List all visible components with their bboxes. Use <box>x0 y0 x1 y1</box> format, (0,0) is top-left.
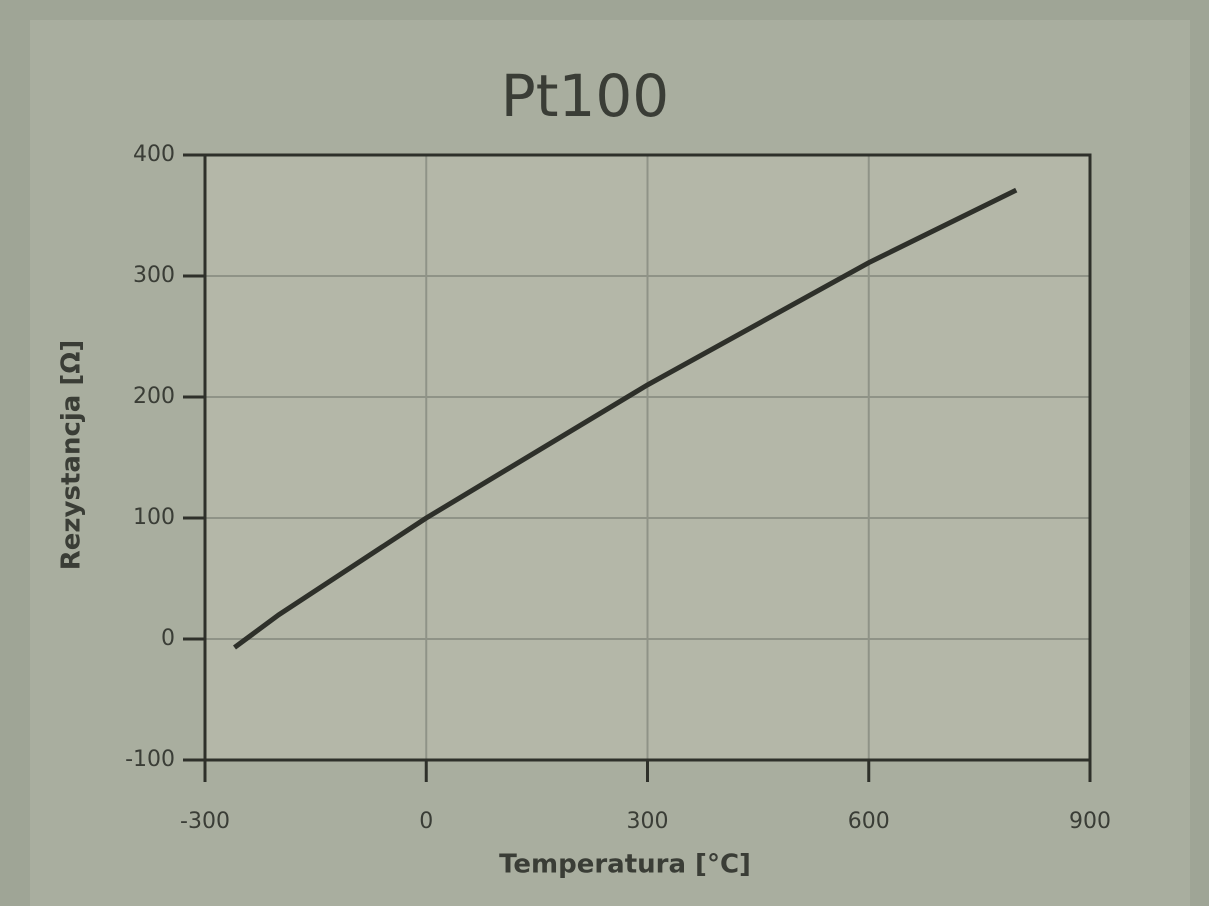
y-axis-label: Rezystancja [Ω] <box>57 340 87 570</box>
x-tick-label: -300 <box>180 809 230 834</box>
y-tick-label: 200 <box>133 384 175 409</box>
y-tick-label: 100 <box>133 505 175 530</box>
x-tick-label: 900 <box>1069 809 1111 834</box>
plot-frame <box>203 153 1092 762</box>
x-axis-label: Temperatura [°C] <box>499 850 751 880</box>
x-tick-label: 600 <box>848 809 890 834</box>
x-tick-label: 0 <box>419 809 433 834</box>
data-line <box>233 187 1018 650</box>
chart-title: Pt100 <box>501 62 669 130</box>
y-tick-label: -100 <box>125 747 175 772</box>
x-tick-label: 300 <box>627 809 669 834</box>
y-tick-label: 300 <box>133 263 175 288</box>
y-tick-label: 0 <box>161 626 175 651</box>
y-tick-label: 400 <box>133 142 175 167</box>
